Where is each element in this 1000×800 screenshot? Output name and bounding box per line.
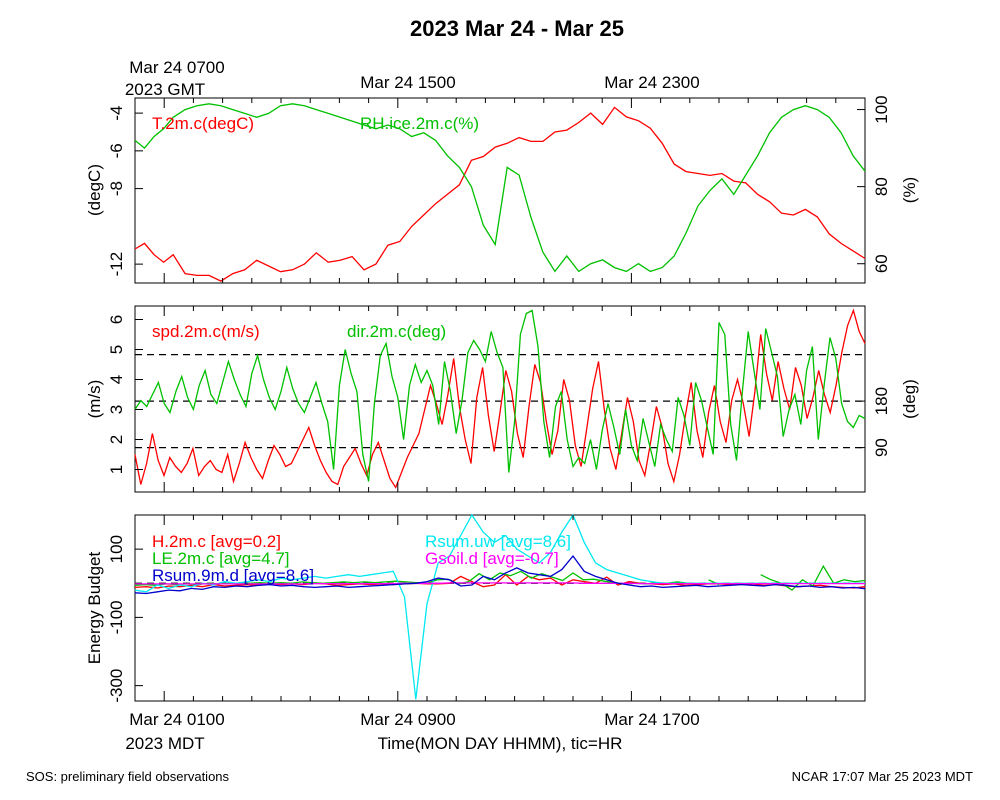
y-axis-tick-label: 100 xyxy=(107,535,126,563)
x-axis-label: Time(MON DAY HHMM), tic=HR xyxy=(378,734,623,753)
series-line xyxy=(135,582,865,585)
footer-note: SOS: preliminary field observations xyxy=(26,769,230,784)
wind-panel: 1 2 3 4 5 6 90 180 (m/s) (deg) spd.2m.c(m/s) di… xyxy=(85,305,919,493)
y-axis-tick-label: -12 xyxy=(107,252,126,277)
y-axis-tick-label: 2 xyxy=(107,435,126,444)
series-layer xyxy=(134,513,866,700)
energy-budget-panel: -300 -100 100 Energy Budget H.2m.c [avg=0.… xyxy=(85,513,866,703)
y2-axis-tick-label: 180 xyxy=(872,387,891,415)
y2-axis-tick-label: 100 xyxy=(872,95,891,123)
series-line xyxy=(134,106,866,282)
legend-entry: H.2m.c [avg=0.2] xyxy=(152,532,281,551)
top-axis-tick-label: Mar 24 1500 xyxy=(360,73,455,92)
bottom-axis-subtitle: 2023 MDT xyxy=(125,734,204,753)
panel-frame xyxy=(134,514,866,702)
legend-entry: T.2m.c(degC) xyxy=(152,114,254,133)
y-axis-tick-label: -300 xyxy=(107,669,126,703)
tick-layer: -300 -100 100 xyxy=(107,515,837,703)
y2-axis-tick-label: 80 xyxy=(872,177,891,196)
y-axis-tick-label: 6 xyxy=(107,315,126,324)
panel-frame xyxy=(134,97,866,284)
series-layer xyxy=(134,103,866,282)
legend-entry: LE.2m.c [avg=4.7] xyxy=(152,549,290,568)
panel-frame xyxy=(134,305,866,493)
y2-axis-tick-label: 90 xyxy=(872,438,891,457)
legend-entry: spd.2m.c(m/s) xyxy=(152,322,260,341)
bottom-axis-tick-label: Mar 24 0900 xyxy=(360,710,455,729)
y-axis-tick-label: -6 xyxy=(107,143,126,158)
bottom-axis-tick-label: Mar 24 1700 xyxy=(604,710,699,729)
y-axis-label: (degC) xyxy=(85,164,104,216)
legend-entry: Gsoil.d [avg=-0.7] xyxy=(425,549,559,568)
y-axis-label: Energy Budget xyxy=(85,551,104,664)
y-axis-tick-label: 5 xyxy=(107,345,126,354)
reference-line-layer xyxy=(135,353,865,449)
tick-layer: 1 2 3 4 5 6 90 180 xyxy=(107,306,891,492)
y-axis-tick-label: -100 xyxy=(107,600,126,634)
legend-entry: dir.2m.c(deg) xyxy=(347,322,446,341)
footer-credit: NCAR 17:07 Mar 25 2023 MDT xyxy=(792,769,973,784)
chart-title: 2023 Mar 24 - Mar 25 xyxy=(410,16,624,41)
series-layer xyxy=(134,308,866,489)
tick-layer: -12 -8 -6 -4 60 80 100 xyxy=(107,95,891,283)
y2-axis-tick-label: 60 xyxy=(872,254,891,273)
legend-entry: Rsum.uw [avg=8.6] xyxy=(425,532,571,551)
series-line xyxy=(134,103,866,273)
legend-entry: RH.ice.2m.c(%) xyxy=(360,114,479,133)
legend-entry: Rsum.9m.d [avg=8.6] xyxy=(152,566,314,585)
y-axis-tick-label: 3 xyxy=(107,405,126,414)
y-axis-label: (m/s) xyxy=(85,380,104,419)
y-axis-tick-label: 1 xyxy=(107,465,126,474)
series-line xyxy=(134,309,866,482)
y2-axis-label: (%) xyxy=(900,177,919,203)
temperature-humidity-panel: -12 -8 -6 -4 60 80 100 (degC) (%) T.2m.c(degC)… xyxy=(85,95,919,284)
y-axis-tick-label: -8 xyxy=(107,181,126,196)
bottom-axis-tick-label: Mar 24 0100 xyxy=(129,710,224,729)
top-axis-tick-label: Mar 24 0700 xyxy=(129,58,224,77)
y-axis-tick-label: 4 xyxy=(107,375,126,384)
series-line xyxy=(134,308,866,489)
y2-axis-label: (deg) xyxy=(900,379,919,419)
y-axis-tick-label: -4 xyxy=(107,106,126,121)
top-axis-tick-label: Mar 24 2300 xyxy=(604,73,699,92)
series-line xyxy=(134,554,866,595)
top-axis-subtitle: 2023 GMT xyxy=(125,80,205,99)
